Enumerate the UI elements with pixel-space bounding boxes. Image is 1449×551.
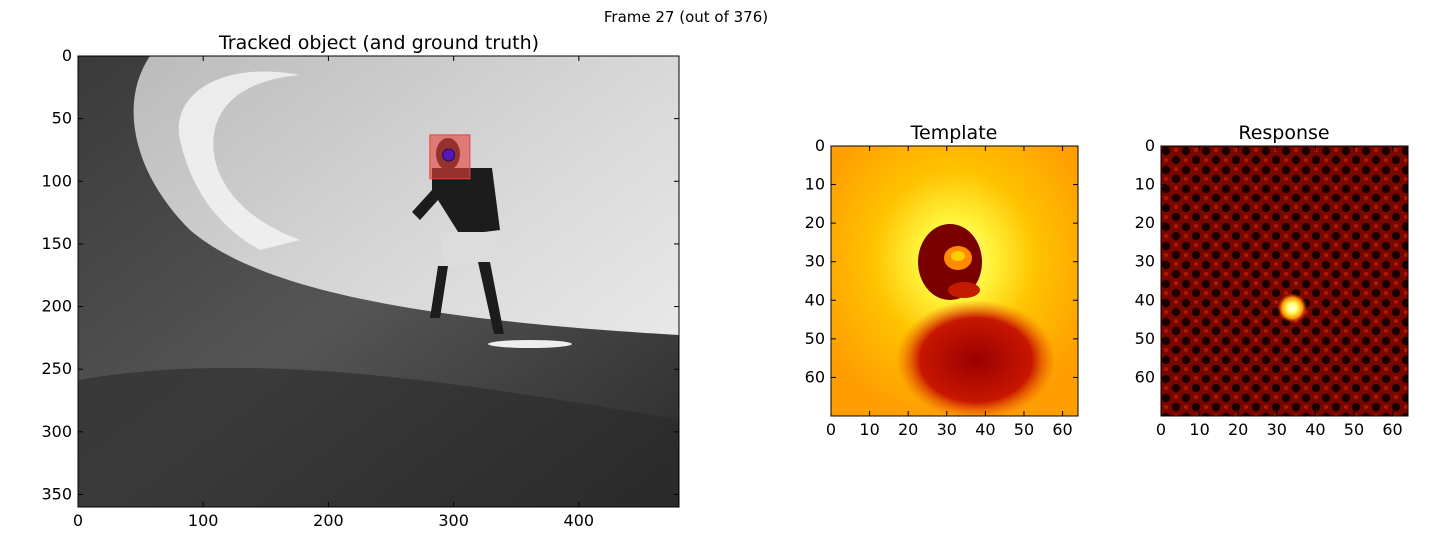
response-peak	[1277, 293, 1308, 323]
y-tick-label: 50	[52, 109, 72, 128]
tracking-title: Tracked object (and ground truth)	[218, 32, 539, 54]
x-tick-label: 300	[438, 511, 469, 530]
x-tick-label: 30	[937, 420, 957, 439]
x-tick-label: 10	[1189, 420, 1209, 439]
y-tick-label: 20	[1135, 213, 1155, 232]
y-tick-label: 150	[41, 234, 72, 253]
x-tick-label: 30	[1267, 420, 1287, 439]
y-tick-label: 60	[1135, 367, 1155, 386]
tracking-y-ticks: 0 50 100 150 200 250 300 350	[41, 46, 679, 503]
y-tick-label: 10	[1135, 175, 1155, 194]
response-heatmap	[1161, 146, 1408, 416]
tracking-axes: Tracked object (and ground truth) 0 100 20…	[41, 32, 680, 530]
x-tick-label: 50	[1014, 420, 1034, 439]
x-tick-label: 40	[975, 420, 995, 439]
y-tick-label: 50	[805, 329, 825, 348]
template-frame	[830, 145, 1079, 417]
template-shoulders	[896, 300, 1056, 416]
response-peak-layer	[1277, 293, 1308, 323]
y-tick-label: 30	[805, 252, 825, 271]
y-tick-label: 40	[1135, 290, 1155, 309]
response-x-ticks: 0 10 20 30 40 50 60	[1156, 146, 1403, 439]
y-tick-label: 50	[1135, 329, 1155, 348]
tracking-frame	[77, 55, 680, 508]
response-axes: Response 0 10 20 30 40 50 60 0 10 20 30 40 50 60	[1135, 122, 1409, 439]
y-tick-label: 40	[805, 290, 825, 309]
surfer	[412, 138, 504, 334]
x-tick-label: 200	[313, 511, 344, 530]
x-tick-label: 20	[1228, 420, 1248, 439]
x-tick-label: 60	[1382, 420, 1402, 439]
x-tick-label: 0	[1156, 420, 1166, 439]
response-background	[1161, 146, 1408, 416]
x-tick-label: 50	[1344, 420, 1364, 439]
tracked-box	[429, 134, 471, 180]
ground-truth-marker	[442, 148, 456, 162]
frame-image	[78, 56, 679, 507]
template-title: Template	[910, 122, 998, 144]
y-tick-label: 200	[41, 297, 72, 316]
template-face-highlight	[951, 251, 965, 261]
x-tick-label: 100	[188, 511, 219, 530]
template-heatmap	[831, 146, 1078, 416]
x-tick-label: 400	[564, 511, 595, 530]
template-y-ticks: 0 10 20 30 40 50 60	[805, 136, 1078, 386]
y-tick-label: 100	[41, 171, 72, 190]
figure-suptitle: Frame 27 (out of 376)	[604, 8, 768, 26]
tracking-x-ticks: 0 100 200 300 400	[73, 56, 594, 530]
response-title: Response	[1238, 122, 1329, 144]
y-tick-label: 0	[62, 46, 72, 65]
wave-curl	[178, 71, 300, 250]
y-tick-label: 60	[805, 367, 825, 386]
wave-shading	[78, 367, 679, 507]
response-y-ticks: 0 10 20 30 40 50 60	[1135, 136, 1408, 386]
x-tick-label: 60	[1052, 420, 1072, 439]
y-tick-label: 20	[805, 213, 825, 232]
surfboard	[488, 340, 572, 348]
y-tick-label: 0	[1145, 136, 1155, 155]
y-tick-label: 250	[41, 359, 72, 378]
x-tick-label: 0	[73, 511, 83, 530]
y-tick-label: 0	[815, 136, 825, 155]
response-frame	[1160, 145, 1409, 417]
y-tick-label: 30	[1135, 252, 1155, 271]
x-tick-label: 40	[1305, 420, 1325, 439]
template-cheek	[948, 282, 980, 298]
template-x-ticks: 0 10 20 30 40 50 60	[826, 146, 1073, 439]
template-axes: Template 0 10 20 30 40 50 60 0 10 20 30 40 50 60	[805, 122, 1079, 439]
x-tick-label: 20	[898, 420, 918, 439]
y-tick-label: 300	[41, 422, 72, 441]
y-tick-label: 350	[41, 484, 72, 503]
tracking-overlays	[429, 134, 471, 180]
x-tick-label: 0	[826, 420, 836, 439]
x-tick-label: 10	[859, 420, 879, 439]
y-tick-label: 10	[805, 175, 825, 194]
